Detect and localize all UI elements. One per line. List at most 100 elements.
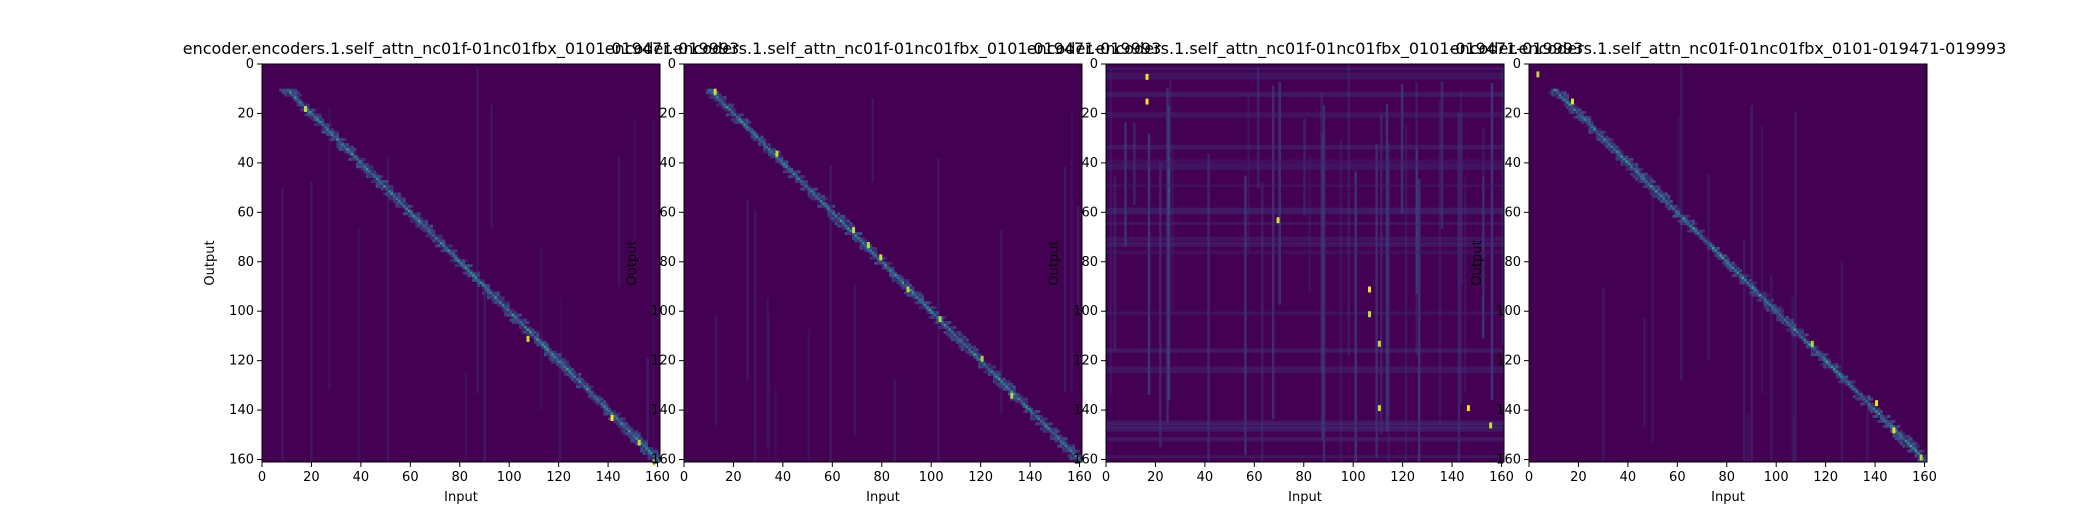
- diagonal-cell: [1699, 232, 1703, 235]
- diagonal-cell: [1855, 395, 1859, 399]
- diagonal-cell: [593, 397, 597, 401]
- diagonal-cell: [953, 338, 957, 342]
- diagonal-cell: [837, 219, 841, 223]
- diagonal-cell: [1047, 424, 1051, 428]
- diagonal-cell: [1617, 152, 1621, 156]
- diagonal-cell: [479, 279, 483, 282]
- diagonal-cell: [777, 155, 781, 159]
- diagonal-cell: [1052, 429, 1056, 433]
- diagonal-cell: [568, 375, 572, 379]
- diagonal-cell: [876, 259, 880, 263]
- diagonal-cell: [410, 214, 414, 218]
- diagonal-cell: [1667, 195, 1671, 198]
- y-tick-label: 80: [237, 255, 254, 270]
- diagonal-cell: [528, 330, 532, 334]
- diagonal-cell: [590, 397, 594, 401]
- diagonal-cell: [306, 108, 310, 112]
- diagonal-cell: [931, 313, 935, 317]
- diagonal-cell: [578, 377, 582, 381]
- diagonal-cell: [923, 303, 927, 307]
- diagonal-cell: [728, 108, 732, 112]
- diagonal-cell: [1758, 298, 1762, 302]
- diagonal-cell: [1734, 266, 1738, 270]
- diagonal-cell: [728, 106, 732, 109]
- diagonal-cell: [745, 118, 749, 122]
- diagonal-cell: [941, 318, 944, 322]
- diagonal-cell: [477, 279, 480, 282]
- diagonal-cell: [420, 222, 424, 226]
- diagonal-cell: [415, 217, 419, 221]
- diagonal-cell: [558, 358, 562, 362]
- band: [1106, 455, 1504, 459]
- diagonal-cell: [1679, 212, 1683, 216]
- x-tick-label: 80: [1718, 470, 1735, 485]
- diagonal-cell: [1030, 415, 1033, 418]
- diagonal-cell: [1912, 442, 1916, 446]
- diagonal-cell: [1052, 434, 1056, 438]
- diagonal-cell: [531, 333, 535, 337]
- y-tick-label: 20: [1504, 106, 1521, 121]
- diagonal-cell: [881, 266, 885, 270]
- diagonal-cell: [435, 234, 438, 238]
- diagonal-cell: [620, 419, 624, 423]
- diagonal-cell: [281, 88, 285, 92]
- diagonal-cell: [553, 353, 557, 357]
- diagonal-cell: [941, 316, 944, 320]
- diagonal-cell: [842, 227, 846, 231]
- diagonal-cell: [958, 340, 962, 344]
- diagonal-cell: [988, 368, 991, 371]
- diagonal-cell: [738, 120, 742, 124]
- diagonal-cell: [946, 323, 949, 327]
- diagonal-cell: [1753, 291, 1757, 295]
- diagonal-cell: [955, 338, 959, 342]
- diagonal-cell: [1615, 155, 1619, 159]
- diagonal-cell: [824, 202, 828, 206]
- diagonal-cell: [1615, 150, 1619, 154]
- diagonal-cell: [730, 103, 734, 107]
- diagonal-cell: [1054, 429, 1058, 433]
- diagonal-cell: [496, 298, 500, 302]
- diagonal-cell: [521, 328, 525, 332]
- diagonal-cell: [1880, 415, 1883, 418]
- diagonal-cell: [901, 276, 905, 280]
- peak-cell: [906, 286, 910, 293]
- diagonal-cell: [815, 187, 818, 191]
- diagonal-cell: [1074, 454, 1078, 458]
- diagonal-cell: [538, 343, 542, 347]
- diagonal-cell: [792, 175, 796, 179]
- diagonal-cell: [1902, 439, 1906, 443]
- diagonal-cell: [760, 143, 764, 146]
- diagonal-cell: [1852, 380, 1856, 384]
- diagonal-cell: [1563, 101, 1567, 104]
- diagonal-cell: [286, 93, 290, 97]
- diagonal-cell: [1598, 135, 1602, 139]
- diagonal-cell: [896, 281, 900, 285]
- diagonal-cell: [541, 345, 545, 349]
- diagonal-cell: [1635, 172, 1639, 176]
- diagonal-cell: [526, 330, 530, 334]
- diagonal-cell: [1037, 419, 1041, 423]
- diagonal-cell: [1072, 444, 1075, 448]
- diagonal-cell: [647, 449, 651, 453]
- diagonal-cell: [1012, 395, 1016, 399]
- diagonal-cell: [1771, 308, 1775, 312]
- diagonal-cell: [1781, 313, 1785, 317]
- diagonal-cell: [931, 306, 935, 310]
- diagonal-cell: [1768, 298, 1772, 302]
- diagonal-cell: [536, 343, 540, 347]
- diagonal-cell: [1007, 390, 1011, 394]
- diagonal-cell: [763, 143, 766, 146]
- diagonal-cell: [506, 303, 510, 307]
- diagonal-cell: [1657, 195, 1661, 198]
- diagonal-cell: [1731, 266, 1735, 270]
- diagonal-cell: [936, 318, 940, 322]
- diagonal-cell: [393, 192, 396, 196]
- diagonal-cell: [735, 113, 739, 117]
- diagonal-cell: [1069, 449, 1073, 453]
- peak-cell: [1145, 98, 1149, 105]
- diagonal-cell: [442, 244, 446, 248]
- diagonal-cell: [348, 148, 352, 151]
- diagonal-cell: [531, 328, 535, 332]
- diagonal-cell: [370, 165, 374, 169]
- diagonal-cell: [1608, 145, 1611, 149]
